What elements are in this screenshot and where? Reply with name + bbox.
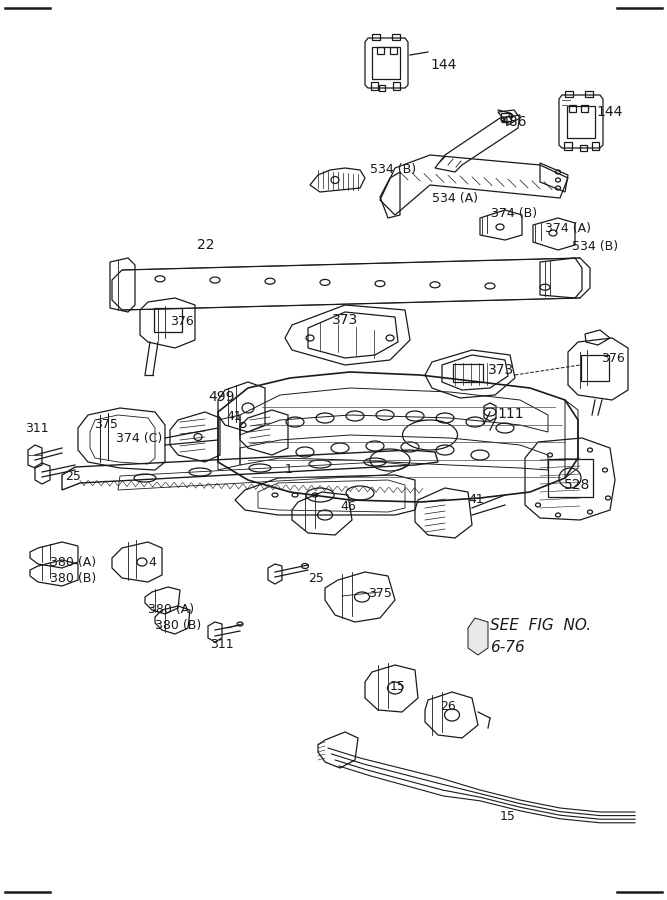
Text: 46: 46 — [340, 500, 356, 513]
Text: 380 (B): 380 (B) — [155, 619, 201, 632]
Text: 1: 1 — [285, 463, 293, 476]
Text: 376: 376 — [601, 352, 625, 365]
Text: 534 (B): 534 (B) — [370, 163, 416, 176]
Text: 375: 375 — [94, 418, 118, 431]
Text: 25: 25 — [65, 470, 81, 483]
Text: 41: 41 — [468, 493, 484, 506]
Text: 144: 144 — [596, 105, 622, 119]
Text: 380 (A): 380 (A) — [50, 556, 96, 569]
Text: 376: 376 — [170, 315, 193, 328]
Text: 15: 15 — [390, 680, 406, 693]
Text: 373: 373 — [488, 363, 514, 377]
Text: 26: 26 — [440, 700, 456, 713]
Text: 374 (B): 374 (B) — [491, 207, 537, 220]
Text: SEE  FIG  NO.: SEE FIG NO. — [490, 618, 591, 633]
Text: 311: 311 — [210, 638, 233, 651]
Text: 380 (A): 380 (A) — [148, 603, 194, 616]
Text: 41: 41 — [226, 410, 241, 423]
Text: 534 (A): 534 (A) — [432, 192, 478, 205]
Text: 25: 25 — [308, 572, 324, 585]
Text: 374 (A): 374 (A) — [545, 222, 591, 235]
Polygon shape — [468, 618, 488, 655]
Text: 22: 22 — [197, 238, 215, 252]
Text: 486: 486 — [500, 115, 526, 129]
Text: 111: 111 — [497, 407, 524, 421]
Text: 144: 144 — [430, 58, 456, 72]
Text: 528: 528 — [564, 478, 590, 492]
Text: 4: 4 — [148, 556, 156, 569]
Text: 499: 499 — [208, 390, 235, 404]
Text: 375: 375 — [368, 587, 392, 600]
Text: 373: 373 — [332, 313, 358, 327]
Text: 6-76: 6-76 — [490, 640, 525, 655]
Text: 311: 311 — [25, 422, 49, 435]
Text: 534 (B): 534 (B) — [572, 240, 618, 253]
Text: 380 (B): 380 (B) — [50, 572, 96, 585]
Text: 374 (C): 374 (C) — [116, 432, 162, 445]
Text: 15: 15 — [500, 810, 516, 823]
